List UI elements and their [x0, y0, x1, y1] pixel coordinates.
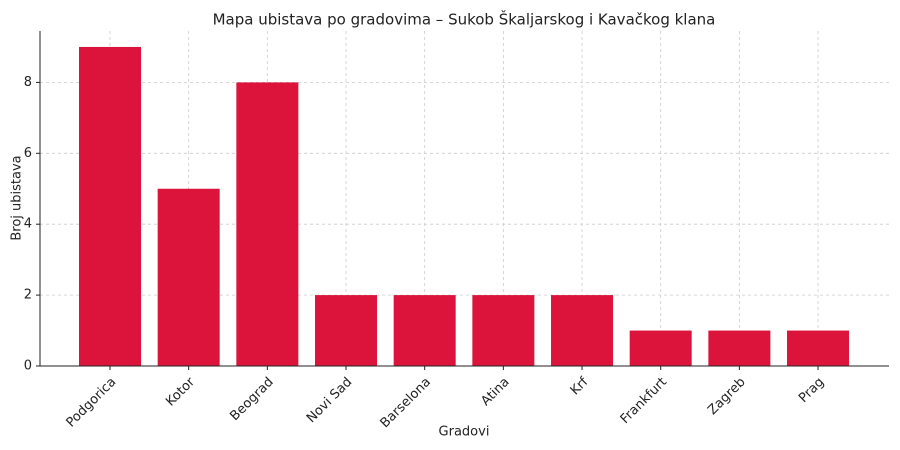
x-tick-label: Atina	[478, 375, 512, 409]
y-axis-label: Broj ubistava	[10, 155, 25, 240]
bar	[787, 330, 850, 366]
x-axis-label: Gradovi	[439, 425, 490, 440]
bar	[629, 330, 692, 366]
x-tick-label: Frankfurt	[618, 375, 670, 427]
bar	[708, 330, 771, 366]
bar	[393, 295, 456, 366]
chart-title: Mapa ubistava po gradovima – Sukob Škalj…	[213, 10, 716, 29]
x-tick-label: Krf	[568, 374, 592, 398]
bar	[472, 295, 535, 366]
y-tick-label: 6	[24, 146, 32, 161]
x-tick-label: Zagreb	[705, 375, 748, 418]
y-tick-label: 0	[24, 359, 32, 374]
bar	[157, 188, 220, 366]
x-tick-label: Podgorica	[64, 375, 120, 431]
bar	[551, 295, 614, 366]
bar	[315, 295, 378, 366]
x-tick-label: Kotor	[163, 374, 198, 409]
y-tick-label: 8	[24, 75, 32, 90]
x-tick-label: Barselona	[378, 375, 434, 431]
y-tick-label: 2	[24, 288, 32, 303]
y-tick-label: 4	[24, 217, 32, 232]
bar	[236, 82, 299, 367]
x-tick-label: Beograd	[227, 375, 276, 424]
x-tick-label: Novi Sad	[304, 375, 355, 426]
x-tick-label: Prag	[796, 375, 827, 406]
bar	[79, 46, 141, 366]
